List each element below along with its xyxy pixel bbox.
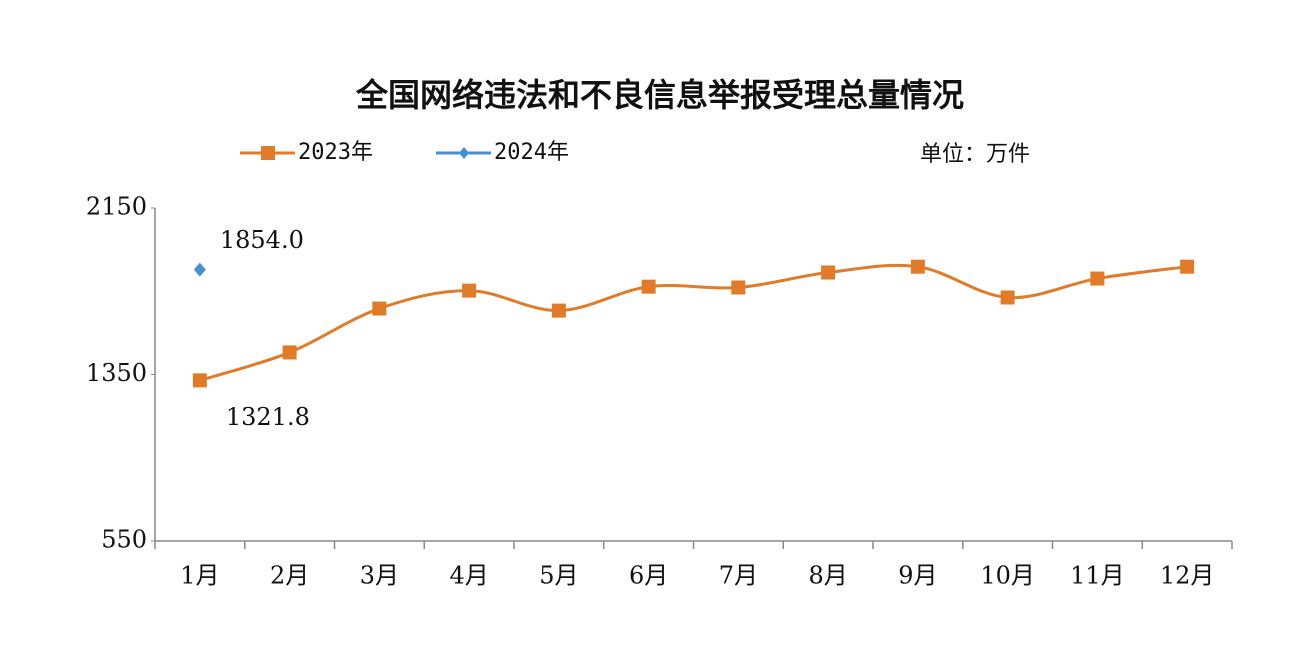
marker xyxy=(1000,290,1015,305)
unit-label: 单位：万件 xyxy=(920,142,1030,167)
x-tick-label: 11月 xyxy=(1070,562,1125,590)
data-label: 1854.0 xyxy=(220,226,304,254)
x-tick-label: 7月 xyxy=(719,562,758,590)
marker xyxy=(192,373,207,388)
x-tick-label: 1月 xyxy=(180,562,219,590)
marker xyxy=(641,279,656,294)
x-tick-label: 2月 xyxy=(270,562,309,590)
series-line xyxy=(199,263,1188,382)
legend-marker xyxy=(261,146,275,160)
x-tick-label: 5月 xyxy=(539,562,578,590)
x-tick-label: 6月 xyxy=(629,562,668,590)
marker xyxy=(821,265,836,280)
x-tick-label: 9月 xyxy=(898,562,937,590)
x-tick-label: 8月 xyxy=(808,562,847,590)
marker xyxy=(551,303,566,318)
y-tick-label: 1350 xyxy=(86,359,147,387)
x-tick-label: 12月 xyxy=(1160,562,1215,590)
x-tick-label: 3月 xyxy=(360,562,399,590)
marker xyxy=(193,262,206,277)
legend-label: 2024年 xyxy=(494,140,569,165)
x-tick-label: 10月 xyxy=(980,562,1035,590)
marker xyxy=(731,280,746,295)
x-tick-label: 4月 xyxy=(449,562,488,590)
legend-label: 2023年 xyxy=(298,140,373,165)
chart-title: 全国网络违法和不良信息举报受理总量情况 xyxy=(355,76,964,114)
marker xyxy=(282,345,297,360)
legend-marker xyxy=(459,147,469,159)
marker xyxy=(1180,259,1195,274)
marker xyxy=(462,283,477,298)
y-tick-label: 2150 xyxy=(86,193,147,221)
marker xyxy=(1090,271,1105,286)
marker xyxy=(372,301,387,316)
y-tick-label: 550 xyxy=(101,526,147,554)
data-label: 1321.8 xyxy=(226,403,310,431)
marker xyxy=(910,259,925,274)
